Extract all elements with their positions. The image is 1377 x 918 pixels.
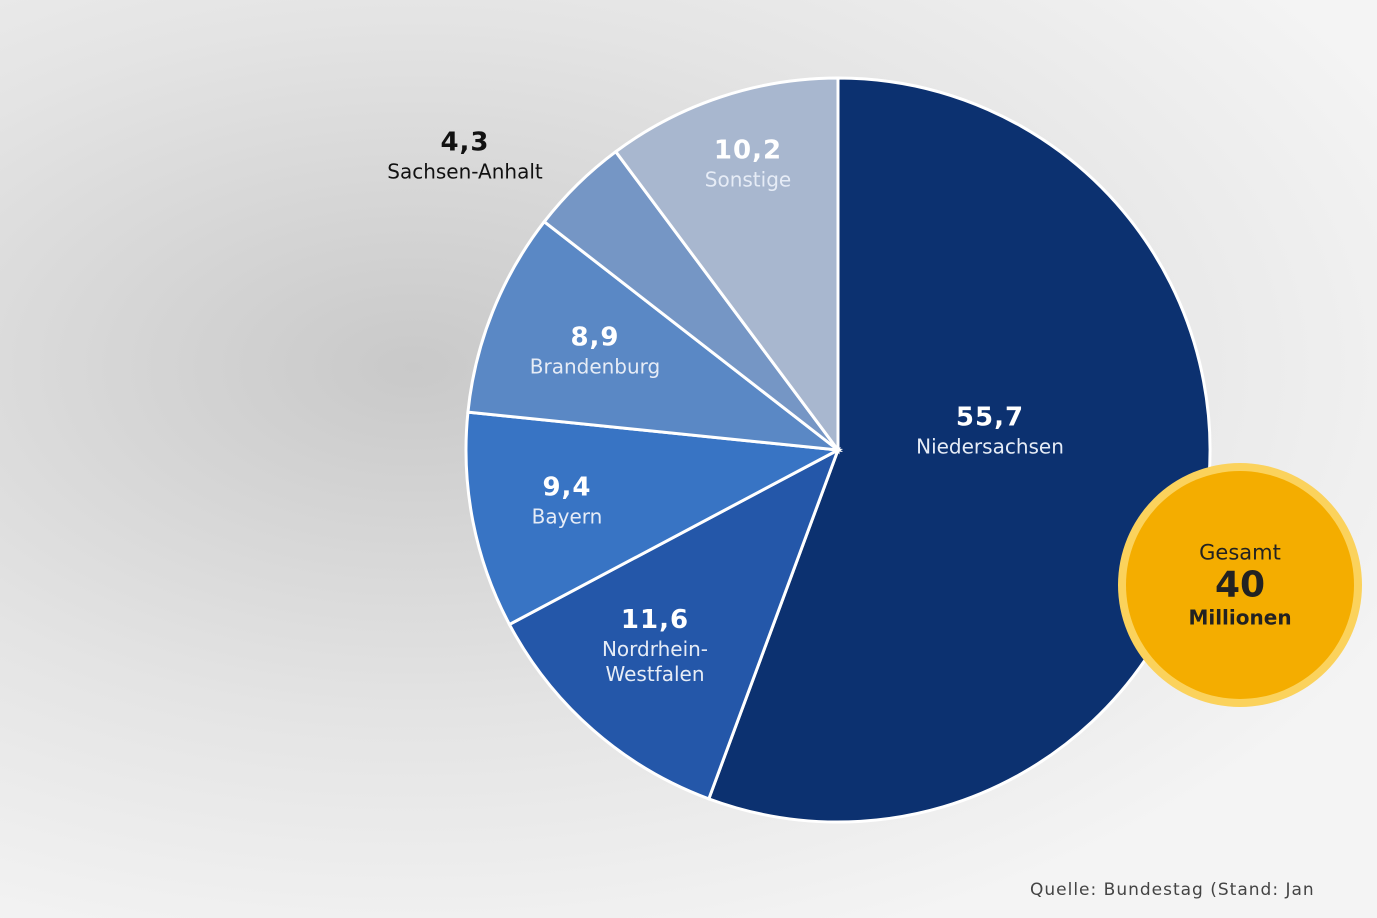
badge-value: 40 [1188, 565, 1291, 606]
category-label: Bayern [532, 504, 603, 529]
value-label: 9,4 [532, 471, 603, 504]
category-label: Sonstige [705, 167, 791, 192]
badge-unit: Millionen [1188, 606, 1291, 630]
category-label: Nordrhein-Westfalen [585, 636, 725, 686]
value-label: 55,7 [916, 401, 1064, 434]
pie-canvas [0, 0, 1377, 918]
category-label: Brandenburg [530, 354, 661, 379]
category-label: Niedersachsen [916, 434, 1064, 459]
badge-title: Gesamt [1188, 541, 1291, 565]
value-label: 11,6 [585, 604, 725, 637]
value-label: 4,3 [387, 126, 543, 159]
source: Quelle: Bundestag (Stand: Jan [1030, 880, 1315, 900]
badge: Gesamt 40 Millionen [1188, 541, 1291, 630]
chart: Gesamt 40 Millionen Quelle: Bundestag (S… [0, 0, 1377, 918]
value-label: 10,2 [705, 134, 791, 167]
category-label: Sachsen-Anhalt [387, 159, 543, 184]
value-label: 8,9 [530, 321, 661, 354]
